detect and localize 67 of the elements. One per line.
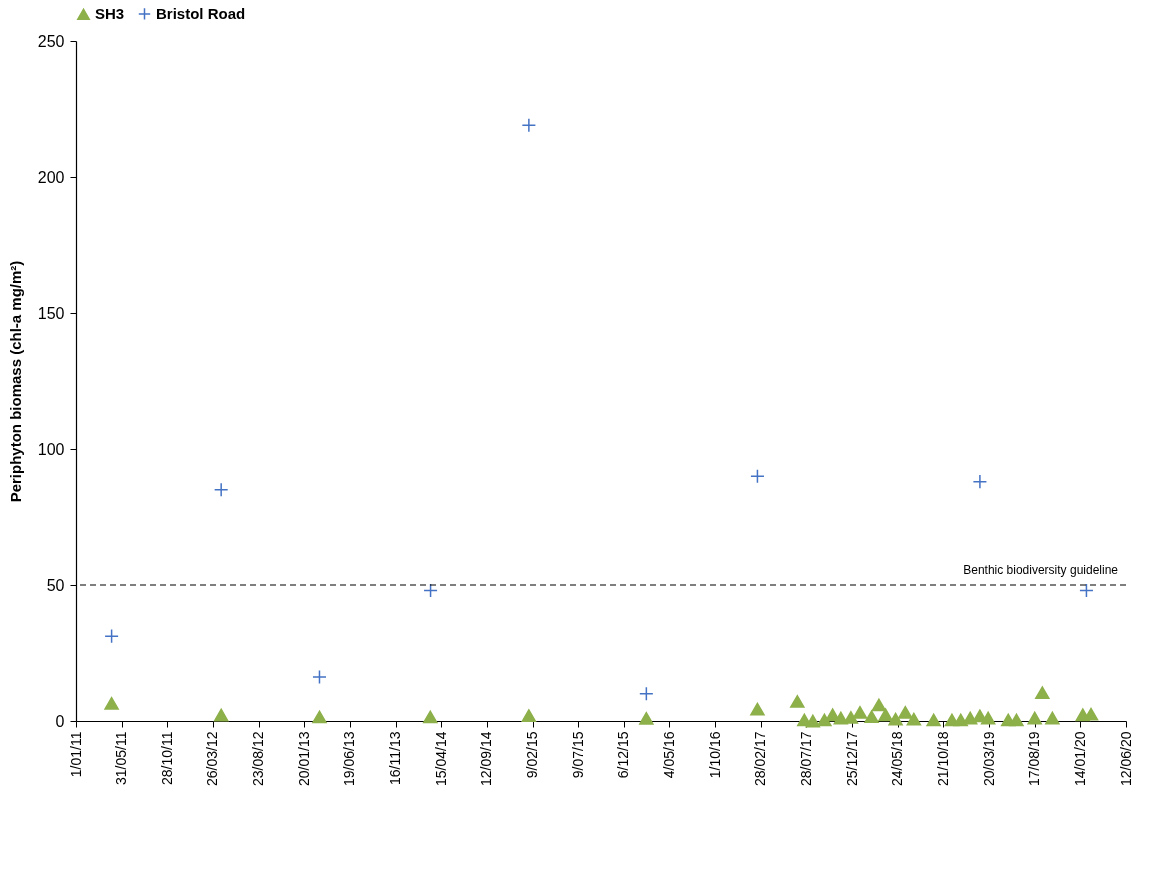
point <box>750 468 765 484</box>
point <box>521 118 537 133</box>
x-tick-label: 4/05/16 <box>660 731 677 779</box>
x-tick-label: 1/01/11 <box>67 731 84 778</box>
point <box>1009 713 1024 727</box>
x-tick-label: 1/10/16 <box>706 731 723 779</box>
point <box>521 709 537 722</box>
point <box>980 711 996 725</box>
point <box>878 708 893 722</box>
y-tick-label: 250 <box>37 32 65 50</box>
x-tick-label: 28/07/17 <box>797 731 814 786</box>
x-tick-label: 17/08/19 <box>1026 731 1043 786</box>
ref-line-label: Benthic biodiversity guideline <box>963 563 1119 577</box>
point <box>888 712 903 726</box>
point <box>639 711 654 725</box>
point <box>422 710 438 724</box>
point <box>972 474 988 489</box>
x-tick-label: 20/01/13 <box>295 731 312 786</box>
point <box>906 712 922 726</box>
x-tick-label: 21/10/18 <box>934 731 951 786</box>
x-tick-label: 23/08/12 <box>250 731 267 786</box>
point <box>639 686 654 702</box>
x-tick-label: 15/04/14 <box>432 731 449 786</box>
point <box>898 705 913 719</box>
x-tick-label: 16/11/13 <box>387 731 404 785</box>
point <box>871 698 887 712</box>
x-tick-label: 28/02/17 <box>752 731 769 786</box>
legend-label: SH3 <box>95 5 125 23</box>
x-tick-label: 26/03/12 <box>204 731 221 786</box>
point <box>1045 711 1060 725</box>
x-tick-label: 9/02/15 <box>524 731 541 779</box>
x-tick-label: 31/05/11 <box>113 731 130 785</box>
point <box>817 713 832 727</box>
x-tick-label: 14/01/20 <box>1071 731 1088 786</box>
point <box>423 583 438 598</box>
point <box>213 708 229 722</box>
y-tick-label: 200 <box>37 168 65 186</box>
y-tick-label: 100 <box>37 440 65 458</box>
legend-label: Bristol Road <box>156 4 246 22</box>
point <box>926 713 941 727</box>
y-tick-label: 0 <box>55 712 65 730</box>
point <box>1027 711 1042 725</box>
x-tick-label: 28/10/11 <box>158 731 175 785</box>
y-tick-label: 50 <box>46 576 65 594</box>
point <box>104 696 119 710</box>
point <box>1035 686 1050 700</box>
x-tick-label: 25/12/17 <box>843 731 860 786</box>
point <box>843 711 859 724</box>
x-tick-label: 24/05/18 <box>889 731 906 786</box>
point <box>213 482 229 498</box>
point <box>312 710 327 724</box>
x-tick-label: 9/07/15 <box>569 731 586 779</box>
point <box>790 695 805 708</box>
y-axis-title: Periphyton biomass (chl-a mg/m²) <box>6 260 24 503</box>
x-tick-label: 6/12/15 <box>615 731 632 779</box>
point <box>312 669 327 685</box>
point <box>864 710 879 724</box>
point <box>852 705 868 719</box>
x-tick-label: 12/09/14 <box>478 731 495 786</box>
x-tick-label: 20/03/19 <box>980 731 997 786</box>
x-tick-label: 19/06/13 <box>341 731 358 786</box>
point <box>750 702 765 716</box>
point <box>805 714 821 728</box>
y-tick-label: 150 <box>37 304 65 322</box>
x-tick-label: 12/06/20 <box>1117 731 1134 786</box>
point <box>1079 583 1094 598</box>
point <box>104 628 119 644</box>
